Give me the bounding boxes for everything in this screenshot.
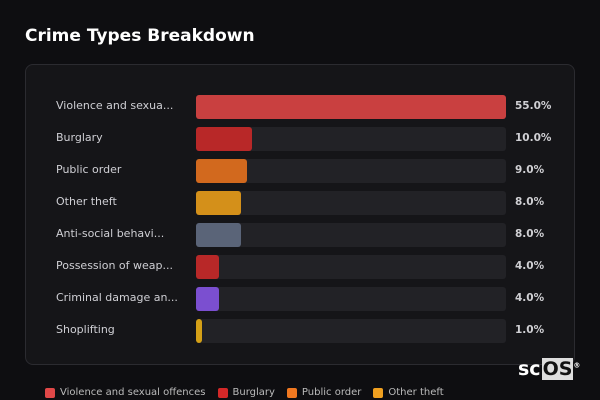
bar bbox=[196, 95, 506, 119]
bar-track bbox=[196, 255, 506, 279]
legend-swatch bbox=[217, 387, 228, 398]
chart-card: Violence and sexua... 55.0% Burglary 10.0… bbox=[25, 64, 575, 365]
bar-label: Burglary bbox=[56, 131, 103, 144]
value-label: 4.0% bbox=[515, 260, 545, 272]
bar-label: Public order bbox=[56, 163, 122, 176]
bar-row: Criminal damage an... 4.0% bbox=[26, 287, 574, 311]
bar-track bbox=[196, 191, 506, 215]
bar-row: Possession of weap... 4.0% bbox=[26, 255, 574, 279]
legend-swatch bbox=[286, 387, 297, 398]
value-label: 10.0% bbox=[515, 132, 552, 144]
bar-row: Violence and sexua... 55.0% bbox=[26, 95, 574, 119]
bar-row: Anti-social behavi... 8.0% bbox=[26, 223, 574, 247]
legend-swatch bbox=[45, 387, 55, 398]
value-label: 8.0% bbox=[515, 228, 545, 240]
value-label: 9.0% bbox=[515, 164, 545, 176]
bar-label: Other theft bbox=[56, 195, 117, 208]
bar bbox=[196, 255, 219, 279]
legend-item[interactable]: Burglary bbox=[217, 387, 275, 398]
bar-row: Shoplifting 1.0% bbox=[26, 319, 574, 343]
legend-item[interactable]: Public order bbox=[286, 387, 362, 398]
bar-label: Shoplifting bbox=[56, 323, 115, 336]
legend-label: Public order bbox=[301, 387, 362, 398]
bar bbox=[196, 287, 219, 311]
legend-item[interactable]: Other theft bbox=[373, 387, 444, 398]
bar bbox=[196, 223, 242, 247]
bar bbox=[196, 127, 253, 151]
bar bbox=[196, 319, 202, 343]
value-label: 1.0% bbox=[515, 324, 545, 336]
value-label: 4.0% bbox=[515, 292, 545, 304]
bar-track bbox=[196, 127, 506, 151]
page-title: Crime Types Breakdown bbox=[25, 26, 255, 46]
bar-track bbox=[196, 95, 506, 119]
bar-row: Public order 9.0% bbox=[26, 159, 574, 183]
bar-label: Criminal damage an... bbox=[56, 291, 178, 304]
legend-label: Other theft bbox=[388, 387, 444, 398]
bar-track bbox=[196, 287, 506, 311]
legend-item[interactable]: Violence and sexual offences bbox=[45, 387, 206, 398]
value-label: 8.0% bbox=[515, 196, 545, 208]
bar-track bbox=[196, 223, 506, 247]
bar-label: Violence and sexua... bbox=[56, 99, 174, 112]
legend-swatch bbox=[373, 387, 384, 398]
bar-row: Other theft 8.0% bbox=[26, 191, 574, 215]
logo: sc OS® bbox=[518, 358, 581, 380]
bar-label: Anti-social behavi... bbox=[56, 227, 165, 240]
legend: Violence and sexual offences Burglary Publ… bbox=[45, 387, 444, 398]
bar-track bbox=[196, 319, 506, 343]
value-label: 55.0% bbox=[515, 100, 552, 112]
bar-row: Burglary 10.0% bbox=[26, 127, 574, 151]
legend-label: Burglary bbox=[232, 387, 275, 398]
legend-label: Violence and sexual offences bbox=[60, 387, 206, 398]
bar bbox=[196, 159, 247, 183]
bar bbox=[196, 191, 242, 215]
bar-label: Possession of weap... bbox=[56, 259, 173, 272]
bar-track bbox=[196, 159, 506, 183]
